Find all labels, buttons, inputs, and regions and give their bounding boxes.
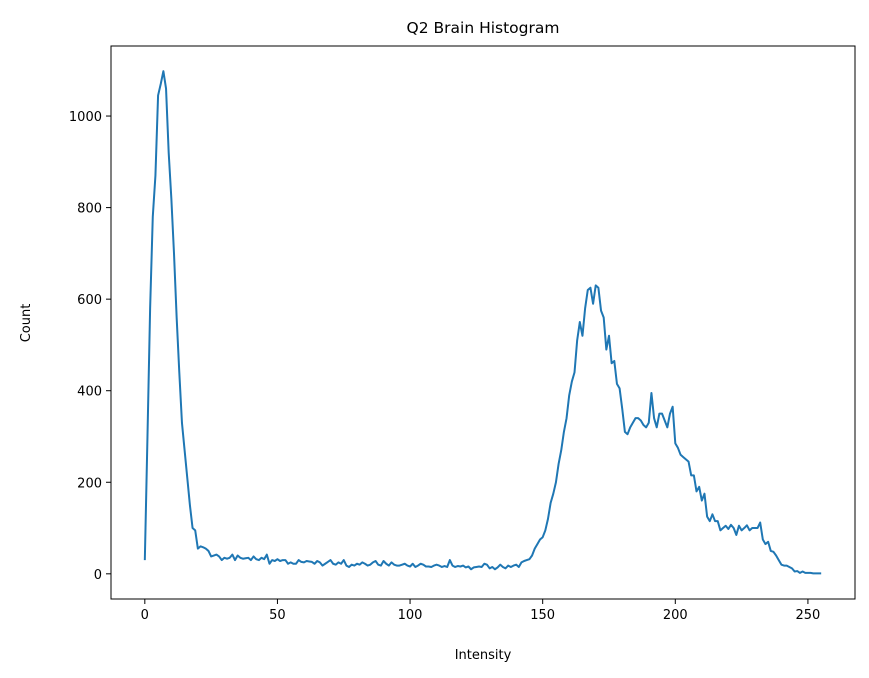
x-tick-label: 50 bbox=[269, 608, 286, 623]
data-line bbox=[143, 70, 822, 575]
y-tick-label: 800 bbox=[77, 202, 102, 217]
x-tick-label: 0 bbox=[141, 608, 149, 623]
y-tick-label: 0 bbox=[94, 568, 102, 583]
chart-title: Q2 Brain Histogram bbox=[407, 19, 560, 37]
y-tick-label: 1000 bbox=[69, 110, 102, 125]
x-tick-label: 200 bbox=[663, 608, 688, 623]
y-tick-label: 200 bbox=[77, 476, 102, 491]
y-axis-label: Count bbox=[19, 304, 34, 343]
x-tick-label: 100 bbox=[398, 608, 423, 623]
x-tick-label: 150 bbox=[530, 608, 555, 623]
x-axis-label: Intensity bbox=[455, 648, 512, 663]
x-tick-label: 250 bbox=[796, 608, 821, 623]
y-tick-label: 600 bbox=[77, 293, 102, 308]
y-tick-label: 400 bbox=[77, 385, 102, 400]
plot-frame bbox=[110, 45, 856, 600]
